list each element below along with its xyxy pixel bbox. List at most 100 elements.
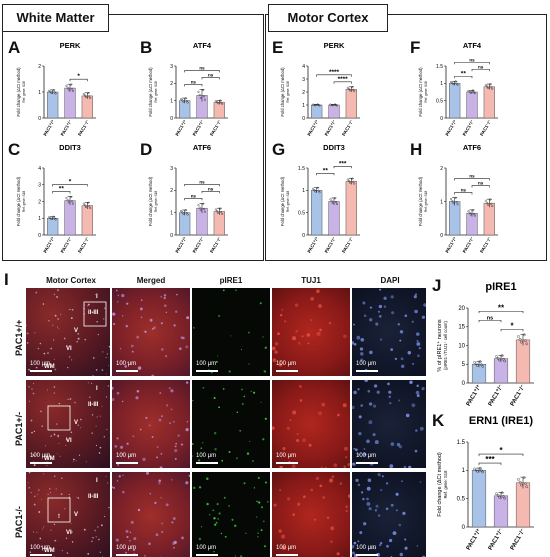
chart-title: PERK — [324, 41, 345, 50]
significance-label: ns — [191, 79, 197, 84]
data-point — [487, 203, 490, 206]
x-tick-label: PAC1⁺/⁻ — [462, 235, 475, 253]
cell-signal — [228, 370, 231, 373]
cell-signal — [352, 544, 355, 549]
micrograph-dapi-row3: 100 μm — [352, 472, 426, 557]
significance-bracket — [454, 178, 490, 181]
scale-bar-label: 100 μm — [356, 453, 377, 459]
cell-signal — [210, 371, 213, 374]
data-point — [70, 200, 73, 203]
cell-signal — [321, 402, 326, 407]
y-tick-label: 15 — [458, 325, 465, 331]
chart-atf4-motor-cortex: ATF4 Fold change (ΔCt method) Ref. gene: S… — [418, 41, 498, 137]
data-point — [67, 201, 70, 204]
significance-bracket — [471, 185, 490, 188]
cell-signal — [101, 405, 103, 407]
cell-signal — [411, 403, 416, 408]
cell-signal — [360, 352, 364, 356]
x-tick-label: PAC1⁺/⁻ — [192, 118, 205, 136]
panel-letter-j: J — [432, 276, 442, 295]
data-point — [216, 210, 219, 213]
x-tick-label: PAC1⁻/⁻ — [341, 235, 354, 253]
significance-bracket — [201, 77, 220, 80]
cell-signal — [50, 435, 53, 437]
cell-signal — [91, 540, 93, 542]
data-point — [525, 485, 528, 489]
cell-signal — [394, 357, 398, 361]
cell-signal — [170, 389, 174, 393]
cell-signal — [116, 463, 120, 467]
significance-label: ns — [208, 72, 214, 77]
data-point — [88, 95, 91, 98]
cell-signal — [40, 498, 42, 500]
cell-signal — [192, 443, 194, 445]
cell-signal — [368, 402, 373, 406]
scale-bar-label: 100 μm — [30, 545, 51, 551]
data-point — [500, 491, 504, 495]
cell-signal — [171, 521, 174, 524]
cell-signal — [235, 457, 238, 460]
cell-signal — [113, 322, 116, 326]
data-point — [216, 101, 219, 104]
y-tick-label: 2 — [440, 166, 443, 172]
cell-signal — [345, 505, 348, 509]
cell-signal — [114, 445, 118, 448]
cell-signal — [65, 438, 68, 441]
cell-signal — [378, 304, 383, 309]
cell-signal — [58, 328, 60, 330]
y-axis-label: Fold change (ΔCt method) — [418, 176, 423, 226]
panel-letter-d: D — [140, 140, 153, 159]
micrograph-texture — [112, 381, 189, 468]
data-point — [203, 98, 206, 101]
cell-signal — [395, 492, 399, 496]
cell-signal — [414, 449, 418, 453]
cell-signal — [132, 548, 136, 551]
cell-signal — [33, 531, 34, 533]
cell-signal — [352, 341, 355, 345]
cell-signal — [35, 291, 38, 294]
cell-signal — [146, 472, 149, 475]
cell-signal — [222, 388, 225, 390]
data-point — [473, 361, 476, 364]
micrograph-texture — [272, 289, 347, 367]
cell-signal — [83, 528, 86, 531]
data-point — [89, 207, 92, 210]
chart-ern1: ERN1 (IRE1) Fold change (ΔCt method) Ref. … — [437, 415, 534, 551]
cell-signal — [180, 336, 183, 339]
cell-signal — [98, 452, 101, 454]
data-point — [503, 496, 506, 500]
cell-signal — [274, 350, 278, 354]
data-point — [351, 177, 354, 180]
bar — [493, 358, 509, 384]
micrograph-merged-row3: 100 μm — [112, 472, 190, 557]
cell-signal — [377, 473, 381, 477]
panel-letter-a: A — [8, 38, 21, 57]
cell-signal — [33, 464, 36, 467]
significance-label: ns — [208, 186, 214, 191]
cell-signal — [192, 455, 194, 457]
y-tick-label: 0.5 — [298, 210, 305, 216]
data-point — [456, 203, 459, 206]
cell-signal — [358, 415, 362, 419]
cell-signal — [329, 478, 334, 483]
cell-signal — [221, 459, 224, 462]
bar — [449, 201, 461, 236]
cell-signal — [160, 496, 162, 499]
cell-signal — [231, 518, 234, 521]
significance-bracket — [52, 191, 71, 194]
cell-signal — [297, 502, 301, 506]
data-point — [220, 211, 223, 214]
data-point — [450, 81, 453, 84]
cell-signal — [144, 330, 147, 333]
cell-signal — [263, 520, 265, 523]
cell-signal — [345, 456, 348, 459]
col-title-dapi: DAPI — [380, 276, 400, 285]
data-point — [185, 212, 188, 215]
data-point — [353, 90, 356, 93]
cell-signal — [145, 416, 148, 419]
data-point — [480, 363, 483, 366]
cell-signal — [113, 486, 116, 489]
micrograph-texture — [193, 289, 267, 374]
cell-signal — [389, 402, 392, 405]
data-point — [312, 103, 315, 106]
